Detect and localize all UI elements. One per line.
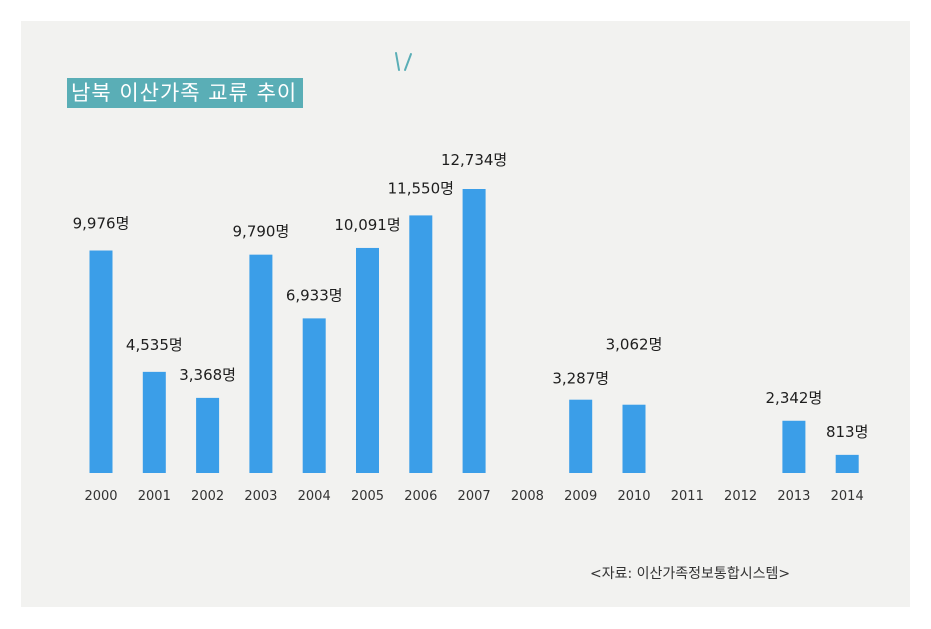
x-tick-label: 2010 [617, 489, 650, 504]
data-label: 4,535명 [126, 336, 183, 354]
x-tick-label: 2005 [351, 489, 384, 504]
data-label: 9,790명 [233, 223, 290, 241]
data-label: 12,734명 [441, 151, 507, 169]
bar [302, 318, 326, 473]
x-tick-label: 2000 [84, 489, 117, 504]
bar [462, 189, 486, 473]
data-label: 2,342명 [766, 389, 823, 407]
x-tick-label: 2007 [458, 489, 491, 504]
x-tick-label: 2003 [244, 489, 277, 504]
bar [249, 254, 273, 473]
x-tick-label: 2014 [831, 489, 864, 504]
x-tick-label: 2011 [671, 489, 704, 504]
data-label: 10,091명 [334, 216, 400, 234]
x-tick-label: 2012 [724, 489, 757, 504]
data-label: 6,933명 [286, 286, 343, 304]
bar [835, 454, 859, 473]
x-tick-label: 2008 [511, 489, 544, 504]
x-tick-label: 2006 [404, 489, 437, 504]
data-label: 3,062명 [606, 336, 663, 354]
data-label: 11,550명 [388, 179, 454, 197]
bar [409, 215, 433, 473]
bar [196, 397, 220, 473]
x-tick-label: 2013 [777, 489, 810, 504]
data-label: 9,976명 [73, 215, 130, 233]
bar [622, 404, 646, 473]
x-tick-label: 2004 [298, 489, 331, 504]
x-tick-label: 2009 [564, 489, 597, 504]
chart-title-wrap: 남북 이산가족 교류 추이 [67, 78, 304, 108]
x-tick-label: 2002 [191, 489, 224, 504]
bar [569, 399, 593, 473]
data-label: 3,368명 [179, 366, 236, 384]
bar [89, 250, 113, 473]
chart-title: 남북 이산가족 교류 추이 [67, 78, 304, 108]
bar [782, 420, 806, 473]
sparkle-decoration [395, 52, 412, 71]
x-tick-label: 2001 [138, 489, 171, 504]
bar [142, 371, 166, 473]
source-note: <자료: 이산가족정보통합시스템> [590, 566, 791, 582]
bar [356, 247, 379, 473]
data-label: 813명 [826, 423, 868, 441]
data-label: 3,287명 [552, 370, 609, 388]
